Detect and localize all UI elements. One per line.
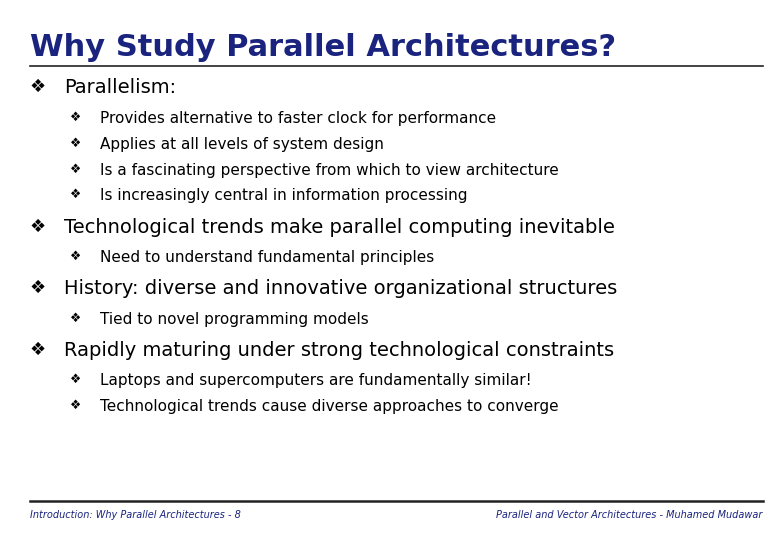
Text: Laptops and supercomputers are fundamentally similar!: Laptops and supercomputers are fundament… [100,373,531,388]
Text: ❖: ❖ [30,341,46,359]
Text: Tied to novel programming models: Tied to novel programming models [100,312,369,327]
Text: Parallel and Vector Architectures - Muhamed Mudawar: Parallel and Vector Architectures - Muha… [496,510,763,521]
Text: ❖: ❖ [70,399,81,412]
Text: Introduction: Why Parallel Architectures - 8: Introduction: Why Parallel Architectures… [30,510,240,521]
Text: Rapidly maturing under strong technological constraints: Rapidly maturing under strong technologi… [64,341,614,360]
Text: Need to understand fundamental principles: Need to understand fundamental principle… [100,250,434,265]
Text: Is increasingly central in information processing: Is increasingly central in information p… [100,188,467,204]
Text: Technological trends cause diverse approaches to converge: Technological trends cause diverse appro… [100,399,558,414]
Text: ❖: ❖ [70,163,81,176]
Text: Why Study Parallel Architectures?: Why Study Parallel Architectures? [30,33,615,63]
Text: Applies at all levels of system design: Applies at all levels of system design [100,137,384,152]
Text: Is a fascinating perspective from which to view architecture: Is a fascinating perspective from which … [100,163,558,178]
Text: Provides alternative to faster clock for performance: Provides alternative to faster clock for… [100,111,496,126]
Text: ❖: ❖ [30,279,46,297]
Text: ❖: ❖ [70,250,81,263]
Text: ❖: ❖ [70,137,81,150]
Text: Technological trends make parallel computing inevitable: Technological trends make parallel compu… [64,218,615,237]
Text: ❖: ❖ [30,78,46,96]
Text: ❖: ❖ [30,218,46,235]
Text: History: diverse and innovative organizational structures: History: diverse and innovative organiza… [64,279,617,298]
Text: ❖: ❖ [70,188,81,201]
Text: Parallelism:: Parallelism: [64,78,176,97]
Text: ❖: ❖ [70,312,81,325]
Text: ❖: ❖ [70,111,81,124]
Text: ❖: ❖ [70,373,81,386]
